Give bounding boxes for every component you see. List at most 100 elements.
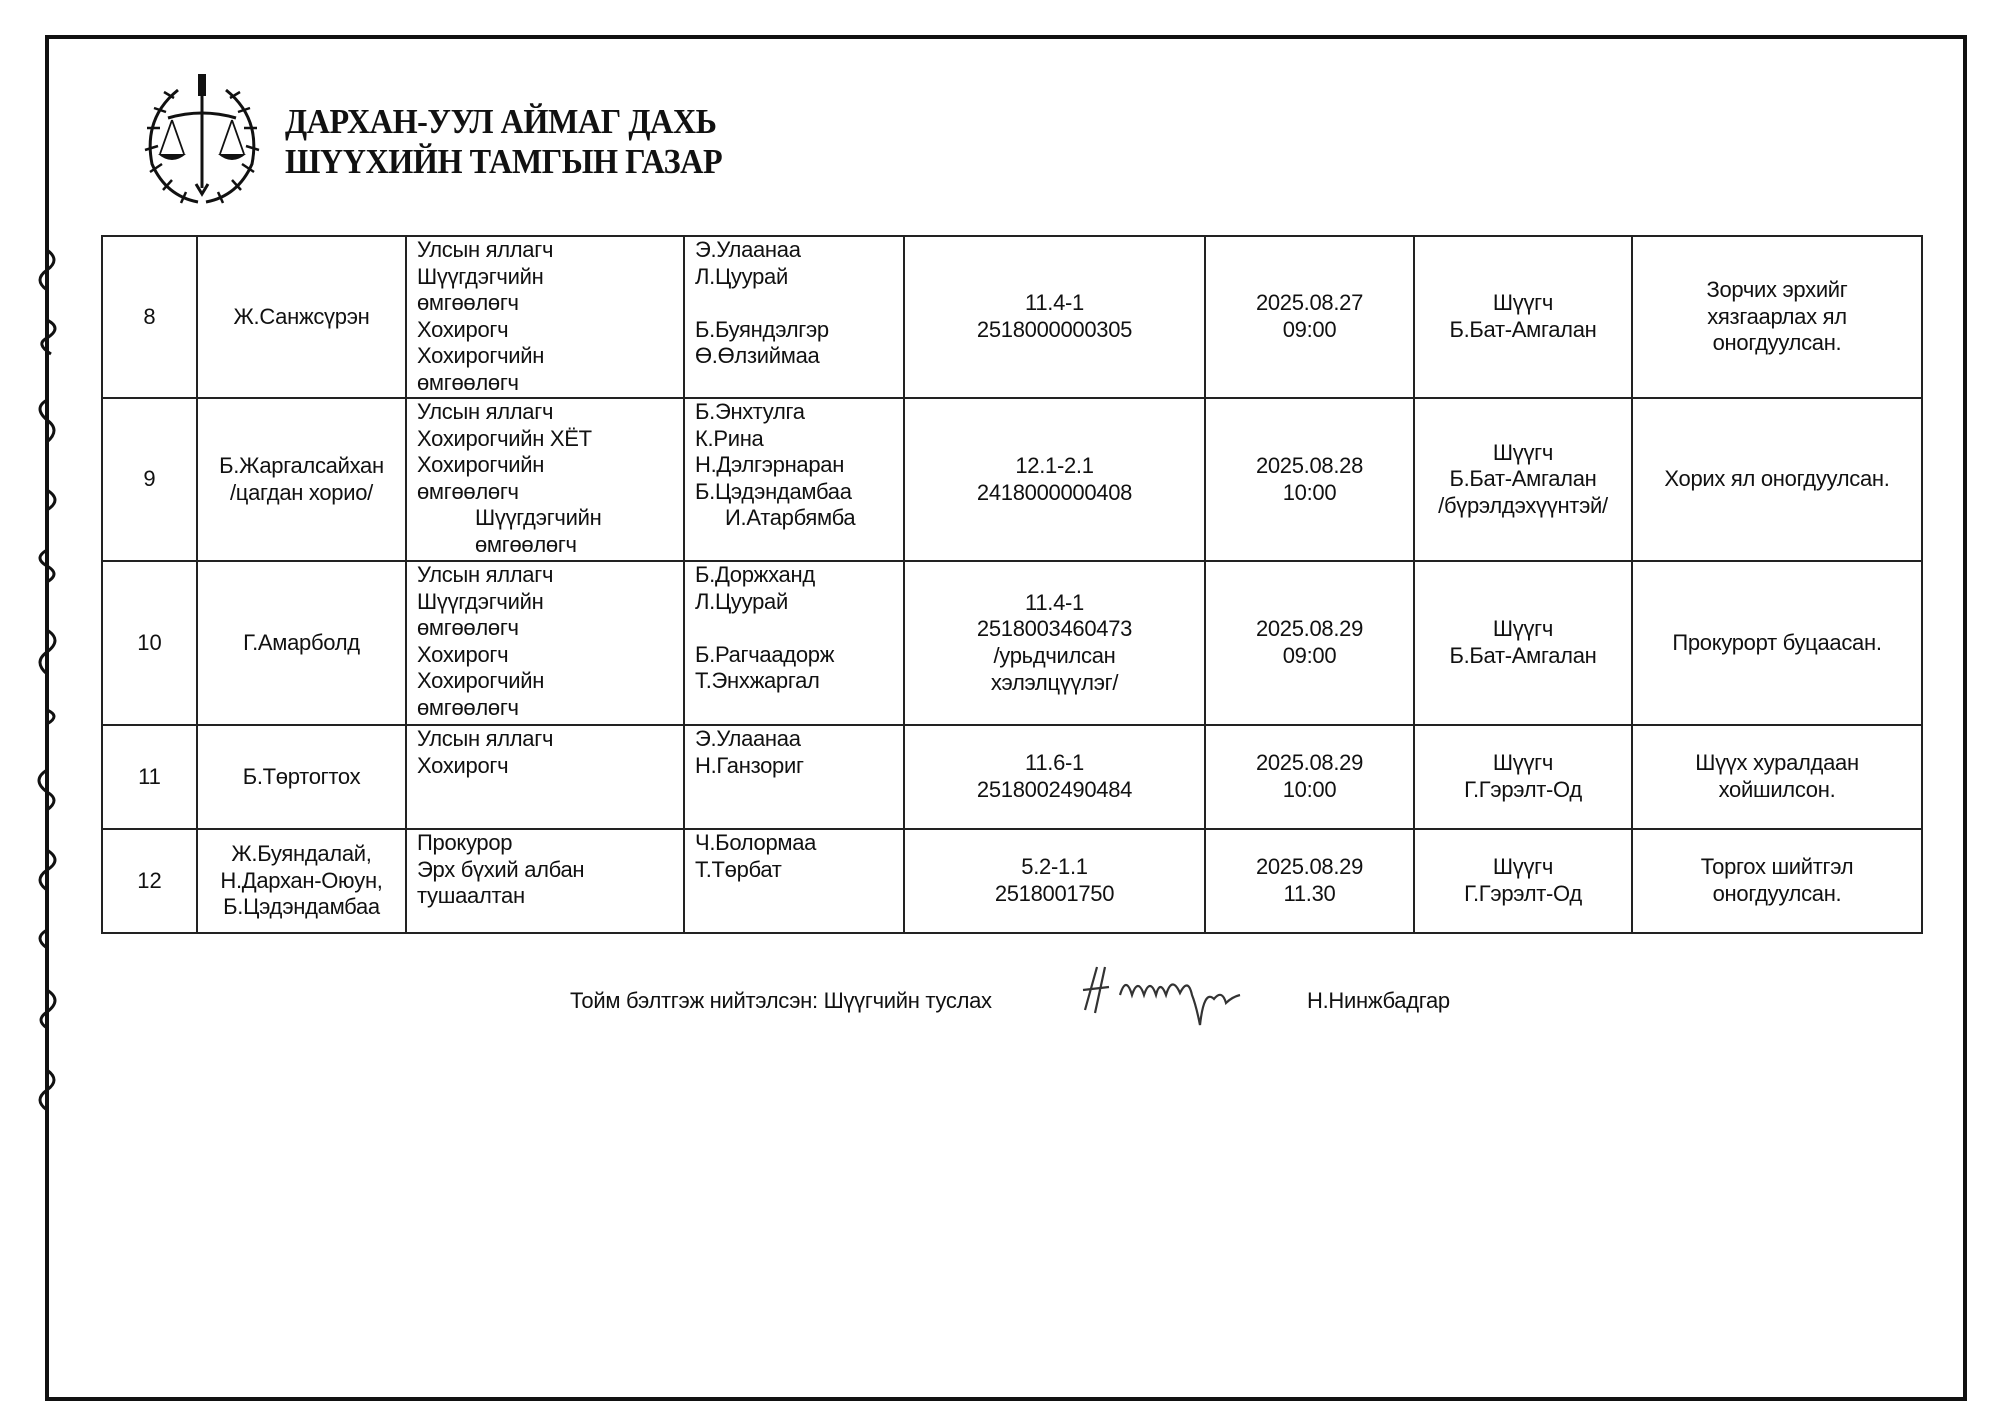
defendant-name-line: /цагдан хорио/ <box>230 479 373 505</box>
hearing-result-line: Торгох шийтгэл <box>1700 854 1854 880</box>
case-article-number-line: 2518003460473 <box>976 616 1133 642</box>
participant-names-line: Л.Цуурай <box>695 263 788 289</box>
row-number-cell: 9 <box>101 397 198 562</box>
hearing-datetime-cell: 2025.08.29 09:00 <box>1204 560 1415 726</box>
participant-roles-cell: Улсын яллагч Хохирогчийн ХЁТ Хохирогчийн өм… <box>405 397 685 562</box>
participant-names-cell: Ч.Болормаа Т.Төрбат <box>683 828 905 934</box>
participant-names-line: Э.Улаанаа <box>695 237 801 262</box>
hearing-datetime-cell: 2025.08.29 10:00 <box>1204 724 1415 830</box>
case-article-number-line: хэлэлцүүлэг/ <box>990 669 1119 695</box>
participant-roles-line: өмгөөлөгч <box>417 478 519 504</box>
vertical-mongolian-script <box>37 230 57 1160</box>
participant-names-line: Н.Дэлгэрнаран <box>695 452 845 478</box>
participant-names-line <box>695 615 897 642</box>
court-emblem-scales-icon <box>144 74 260 204</box>
participant-names-cell: Б.Энхтулга К.Рина Н.Дэлгэрнаран Б.Цэдэндамб… <box>683 397 905 562</box>
hearing-schedule-table: 8 Ж.Санжсүрэн Улсын яллагч Шүүгдэгчийн өмгөө… <box>101 235 1923 934</box>
hearing-result-line: Зорчих эрхийг <box>1706 277 1848 303</box>
hearing-result-line: Шүүх хуралдаан <box>1695 750 1859 776</box>
hearing-datetime-line: 10:00 <box>1282 777 1337 802</box>
participant-roles-line: Шүүгдэгчийн <box>417 263 544 289</box>
case-article-number-line: 2518002490484 <box>976 777 1133 802</box>
case-article-number-line: 5.2-1.1 <box>1021 854 1088 880</box>
defendant-name-cell: Б.Төртогтох <box>196 724 407 830</box>
defendant-name-cell: Б.Жаргалсайхан/цагдан хорио/ <box>196 397 407 562</box>
participant-names-cell: Э.Улаанаа Л.Цуурай Б.Буяндэлгэр Ө.Өлзиймаа <box>683 235 905 399</box>
participant-roles-line: Прокурор <box>417 830 513 855</box>
hearing-datetime-line: 2025.08.29 <box>1255 854 1364 880</box>
row-number-cell: 8 <box>101 235 198 399</box>
participant-roles-line: өмгөөлөгч <box>417 615 519 641</box>
participant-names-line: Э.Улаанаа <box>695 726 801 751</box>
table-row: 8 Ж.Санжсүрэн Улсын яллагч Шүүгдэгчийн өмгөө… <box>101 235 1923 399</box>
defendant-name-cell: Г.Амарболд <box>196 560 407 726</box>
case-article-number-cell: 5.2-1.1 2518001750 <box>903 828 1206 934</box>
hearing-datetime-line: 09:00 <box>1282 317 1337 342</box>
participant-names-cell: Б.Доржханд Л.Цуурай Б.Рагчаадорж Т.Энхжарг… <box>683 560 905 726</box>
participant-roles-line: Хохирогчийн ХЁТ <box>417 425 592 451</box>
case-article-number-line: 11.4-1 <box>1025 589 1084 615</box>
judge-cell: Шүүгч Г.Гэрэлт-Од <box>1413 828 1633 934</box>
hearing-result-line: Хорих ял оногдуулсан. <box>1664 466 1890 492</box>
judge-cell: Шүүгч Б.Бат-Амгалан/бүрэлдэхүүнтэй/ <box>1413 397 1633 562</box>
hearing-datetime-line: 2025.08.29 <box>1255 616 1364 642</box>
judge-cell: Шүүгч Б.Бат-Амгалан <box>1413 560 1633 726</box>
hearing-datetime-line: 11.30 <box>1283 881 1336 906</box>
participant-names-line: Б.Цэдэндамбаа <box>695 478 852 504</box>
participant-roles-line: Эрх бүхий албан <box>417 856 585 882</box>
judge-line: Б.Бат-Амгалан <box>1449 643 1597 668</box>
title-line-2: ШҮҮХИЙН ТАМГЫН ГАЗАР <box>285 142 723 181</box>
case-article-number-cell: 11.4-1 2518003460473/урьдчилсан хэлэлцүүлэ… <box>903 560 1206 726</box>
case-article-number-line: 2418000000408 <box>976 479 1133 505</box>
participant-names-line: Б.Доржханд <box>695 562 815 587</box>
participant-roles-cell: Улсын яллагч Хохирогч <box>405 724 685 830</box>
participant-roles-line: Улсын яллагч <box>417 399 554 424</box>
participant-names-line: Л.Цуурай <box>695 588 788 614</box>
hearing-result-line: хойшилсон. <box>1718 777 1836 802</box>
judge-line: /бүрэлдэхүүнтэй/ <box>1438 492 1608 518</box>
participant-names-line: К.Рина <box>695 425 764 451</box>
case-article-number-line: 11.4-1 <box>1025 290 1084 316</box>
participant-roles-line: өмгөөлөгч <box>417 290 519 316</box>
case-article-number-cell: 12.1-2.1 2418000000408 <box>903 397 1206 562</box>
row-number-cell: 12 <box>101 828 198 934</box>
defendant-name-line: Б.Төртогтох <box>242 763 361 789</box>
participant-roles-line: Улсын яллагч <box>417 237 554 262</box>
judge-line: Шүүгч <box>1492 616 1554 642</box>
hearing-datetime-cell: 2025.08.27 09:00 <box>1204 235 1415 399</box>
participant-names-line <box>695 290 897 317</box>
hearing-result-cell: Шүүх хуралдаан хойшилсон. <box>1631 724 1923 830</box>
prepared-by-label: Тойм бэлтгэж нийтэлсэн: Шүүгчийн туслах <box>570 988 992 1013</box>
assistant-name: Н.Нинжбадгар <box>1307 988 1450 1013</box>
defendant-name-cell: Ж.Буяндалай, Н.Дархан-Оюун, Б.Цэдэндамбаа <box>196 828 407 934</box>
participant-roles-line: тушаалтан <box>417 883 525 909</box>
hearing-datetime-line: 2025.08.28 <box>1255 452 1364 478</box>
participant-roles-line: өмгөөлөгч <box>417 369 519 395</box>
participant-roles-cell: Прокурор Эрх бүхий албан тушаалтан <box>405 828 685 934</box>
participant-roles-line: Улсын яллагч <box>417 562 554 587</box>
participant-names-line: Т.Төрбат <box>695 856 782 882</box>
defendant-name-line: Г.Амарболд <box>243 629 360 655</box>
participant-roles-line: өмгөөлөгч <box>475 531 577 557</box>
defendant-name-line: Б.Жаргалсайхан <box>219 452 384 478</box>
judge-line: Шүүгч <box>1492 439 1554 465</box>
judge-line: Г.Гэрэлт-Од <box>1464 881 1582 906</box>
participant-names-cell: Э.Улаанаа Н.Ганзориг <box>683 724 905 830</box>
hearing-datetime-line: 10:00 <box>1282 479 1337 505</box>
judge-line: Б.Бат-Амгалан <box>1449 466 1597 492</box>
table-row: 11 Б.Төртогтох Улсын яллагч Хохирогч Э.Улаан… <box>101 724 1923 830</box>
hearing-datetime-line: 2025.08.29 <box>1255 750 1364 776</box>
table-row: 12 Ж.Буяндалай, Н.Дархан-Оюун, Б.Цэдэндамба… <box>101 828 1923 934</box>
hearing-datetime-cell: 2025.08.29 11.30 <box>1204 828 1415 934</box>
hearing-result-line: оногдуулсан. <box>1712 330 1842 356</box>
hearing-datetime-cell: 2025.08.28 10:00 <box>1204 397 1415 562</box>
judge-line: Г.Гэрэлт-Од <box>1464 777 1582 802</box>
handwritten-signature <box>1082 966 1241 1026</box>
hearing-datetime-line: 2025.08.27 <box>1255 290 1364 316</box>
participant-roles-line: Хохирогч <box>417 316 509 342</box>
participant-roles-line: өмгөөлөгч <box>417 694 519 720</box>
table-row: 10 Г.Амарболд Улсын яллагч Шүүгдэгчийн өмгөө… <box>101 560 1923 726</box>
case-article-number-cell: 11.6-1 2518002490484 <box>903 724 1206 830</box>
case-article-number-line: 12.1-2.1 <box>1015 452 1094 478</box>
participant-names-line: Б.Буяндэлгэр <box>695 316 829 342</box>
